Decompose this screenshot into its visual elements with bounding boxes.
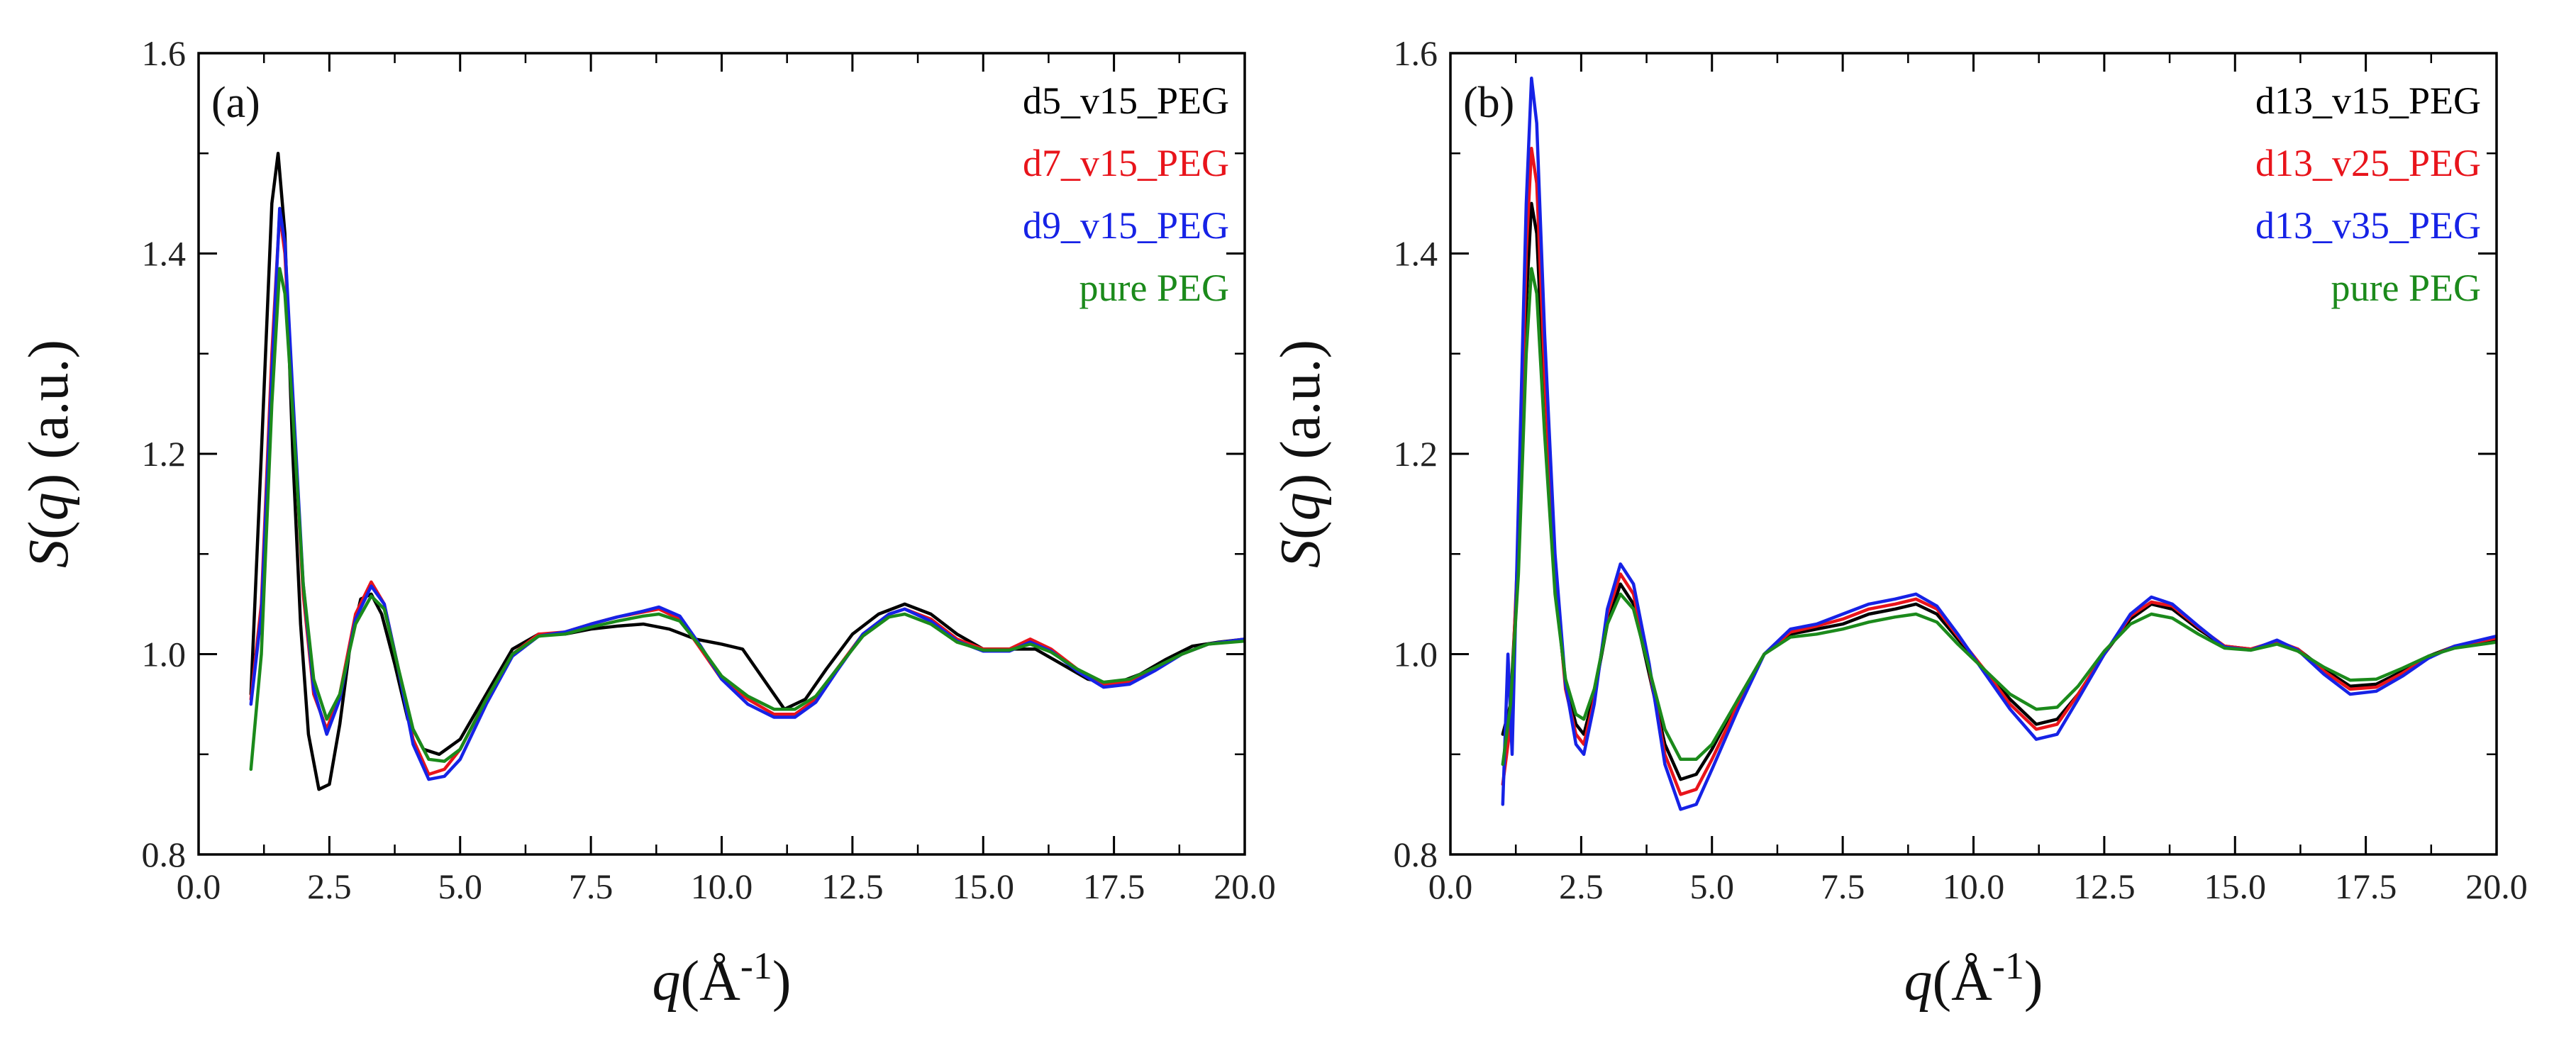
x-tick-label: 10.0	[691, 867, 753, 906]
x-axis-label: q(Å-1)	[1904, 945, 2043, 1013]
x-tick-label: 15.0	[953, 867, 1015, 906]
x-tick-label: 2.5	[307, 867, 352, 906]
y-tick-label: 1.2	[1394, 434, 1438, 474]
x-tick-label: 12.5	[821, 867, 884, 906]
x-tick-label: 5.0	[1690, 867, 1735, 906]
y-tick-label: 1.0	[1394, 635, 1438, 674]
x-tick-label: 15.0	[2204, 867, 2267, 906]
y-tick-label: 1.0	[142, 635, 187, 674]
x-tick-label: 20.0	[2465, 867, 2528, 906]
legend-entry: d13_v25_PEG	[2255, 142, 2481, 184]
x-tick-label: 2.5	[1559, 867, 1604, 906]
x-axis-label: q(Å-1)	[652, 945, 791, 1013]
series-line-d13_v35_peg	[1501, 77, 2497, 811]
series-line-pure-peg	[249, 267, 1245, 771]
legend-entry: pure PEG	[1079, 267, 1229, 309]
y-tick-label: 0.8	[1394, 835, 1438, 874]
series-line-pure-peg	[1501, 267, 2497, 767]
x-tick-label: 7.5	[1821, 867, 1865, 906]
panel-label: (a)	[211, 79, 260, 127]
x-tick-label: 5.0	[438, 867, 483, 906]
y-tick-label: 0.8	[142, 835, 187, 874]
series-line-d5_v15_peg	[249, 152, 1245, 791]
legend-entry: d13_v15_PEG	[2255, 79, 2481, 122]
x-tick-label: 20.0	[1214, 867, 1276, 906]
y-tick-label: 1.6	[142, 33, 187, 73]
x-tick-label: 10.0	[1943, 867, 2005, 906]
y-axis-label: S(q) (a.u.)	[1270, 340, 1332, 568]
y-axis-label: S(q) (a.u.)	[18, 340, 80, 568]
panel-a: 0.0 2.5 5.0 7.5 10.0 12.5 15.0 17.5 20.0 0.8 1.0 1.…	[18, 33, 1276, 1013]
legend-entry: d13_v35_PEG	[2255, 204, 2481, 247]
y-tick-label: 1.2	[142, 434, 187, 474]
x-tick-label: 0.0	[177, 867, 221, 906]
panel-b: 0.0 2.5 5.0 7.5 10.0 12.5 15.0 17.5 20.0 0.8 1.0 1.…	[1270, 33, 2528, 1013]
legend-entry: d5_v15_PEG	[1023, 79, 1229, 122]
x-tick-label: 17.5	[2335, 867, 2397, 906]
y-tick-label: 1.6	[1394, 33, 1438, 73]
x-tick-label: 17.5	[1083, 867, 1145, 906]
panel-label: (b)	[1463, 79, 1514, 127]
legend-entry: pure PEG	[2331, 267, 2481, 309]
x-tick-label: 12.5	[2073, 867, 2136, 906]
x-tick-label: 7.5	[569, 867, 614, 906]
legend-entry: d7_v15_PEG	[1023, 142, 1229, 184]
legend-entry: d9_v15_PEG	[1023, 204, 1229, 247]
y-tick-label: 1.4	[1394, 234, 1438, 274]
y-tick-label: 1.4	[142, 234, 187, 274]
x-tick-label: 0.0	[1428, 867, 1473, 906]
